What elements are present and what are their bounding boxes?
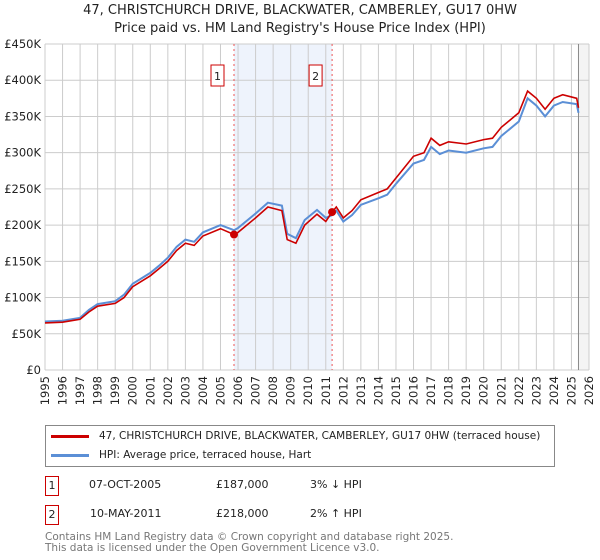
transaction-hpi-diff: 2% ↑ HPI: [310, 507, 362, 520]
x-tick-label: 2023: [529, 376, 543, 405]
sale-point: [229, 230, 238, 239]
x-tick-label: 2003: [178, 376, 192, 405]
x-tick-label: 1998: [91, 376, 105, 405]
sale-label: 2: [312, 70, 319, 83]
x-tick-label: 2024: [547, 376, 561, 405]
legend-label-hpi: HPI: Average price, terraced house, Hart: [99, 449, 312, 461]
x-tick-label: 2016: [407, 376, 421, 405]
x-tick-label: 2021: [494, 376, 508, 405]
sale-label-box: [210, 64, 225, 87]
y-tick-label: £250K: [4, 182, 41, 196]
x-tick-label: 1997: [73, 376, 87, 405]
y-tick-label: £0: [26, 363, 41, 377]
chart-subtitle: Price paid vs. HM Land Registry's House …: [114, 21, 486, 36]
x-tick-label: 2008: [266, 376, 280, 405]
x-tick-label: 2020: [477, 376, 491, 405]
chart-title: 47, CHRISTCHURCH DRIVE, BLACKWATER, CAMB…: [83, 3, 517, 18]
legend-label-price: 47, CHRISTCHURCH DRIVE, BLACKWATER, CAMB…: [99, 430, 541, 442]
footer-licence: This data is licensed under the Open Gov…: [45, 542, 380, 554]
transaction-marker: 2: [45, 505, 59, 525]
footer: Contains HM Land Registry data © Crown c…: [45, 532, 453, 554]
x-tick-label: 2013: [354, 376, 368, 405]
y-tick-label: £300K: [4, 146, 41, 160]
y-tick-label: £350K: [4, 109, 41, 123]
x-tick-label: 1996: [56, 376, 70, 405]
x-tick-label: 2010: [301, 376, 315, 405]
x-tick-label: 2004: [196, 376, 210, 405]
x-tick-label: 2011: [319, 376, 333, 405]
x-tick-label: 1999: [108, 376, 122, 405]
price-chart: £0 £50K £100K £150K £200K £250K £300K £350K £400…: [4, 37, 596, 405]
x-tick-label: 2014: [371, 376, 385, 405]
legend-swatch-hpi: [51, 453, 89, 457]
forecast-region: [578, 44, 589, 370]
y-tick-label: £150K: [4, 254, 41, 268]
transaction-marker: 1: [45, 476, 59, 496]
sale-point: [328, 208, 337, 217]
x-tick-label: 2005: [213, 376, 227, 405]
transaction-date: 07-OCT-2005: [89, 478, 162, 491]
legend-item-hpi: HPI: Average price, terraced house, Hart: [46, 446, 311, 464]
x-tick-label: 2026: [582, 376, 596, 405]
x-tick-label: 2006: [231, 376, 245, 405]
legend-item-price: 47, CHRISTCHURCH DRIVE, BLACKWATER, CAMB…: [46, 427, 540, 445]
footer-copyright: Contains HM Land Registry data © Crown c…: [45, 531, 454, 543]
y-tick-label: £200K: [4, 218, 41, 232]
x-tick-label: 2009: [284, 376, 298, 405]
transaction-price: £218,000: [216, 507, 269, 520]
y-tick-label: £450K: [4, 37, 41, 51]
legend-swatch-price: [51, 434, 89, 438]
x-tick-label: 2017: [424, 376, 438, 405]
y-tick-label: £400K: [4, 73, 41, 87]
x-tick-label: 2007: [249, 376, 263, 405]
x-tick-label: 2001: [143, 376, 157, 405]
y-tick-label: £100K: [4, 291, 41, 305]
sale-label-box: [308, 64, 323, 87]
x-tick-label: 2015: [389, 376, 403, 405]
x-tick-label: 2000: [126, 376, 140, 405]
price-line: [44, 89, 580, 324]
x-tick-label: 2002: [161, 376, 175, 405]
transaction-date: 10-MAY-2011: [90, 507, 162, 520]
x-tick-label: 2025: [564, 376, 578, 405]
sale-label: 1: [214, 70, 221, 83]
x-tick-label: 2012: [336, 376, 350, 405]
x-tick-label: 2018: [442, 376, 456, 405]
x-tick-label: 1995: [38, 376, 52, 405]
x-tick-label: 2019: [459, 376, 473, 405]
transaction-hpi-diff: 3% ↓ HPI: [310, 478, 362, 491]
x-tick-label: 2022: [512, 376, 526, 405]
transaction-price: £187,000: [216, 478, 269, 491]
y-tick-label: £50K: [12, 327, 42, 341]
legend: 47, CHRISTCHURCH DRIVE, BLACKWATER, CAMB…: [45, 425, 555, 467]
